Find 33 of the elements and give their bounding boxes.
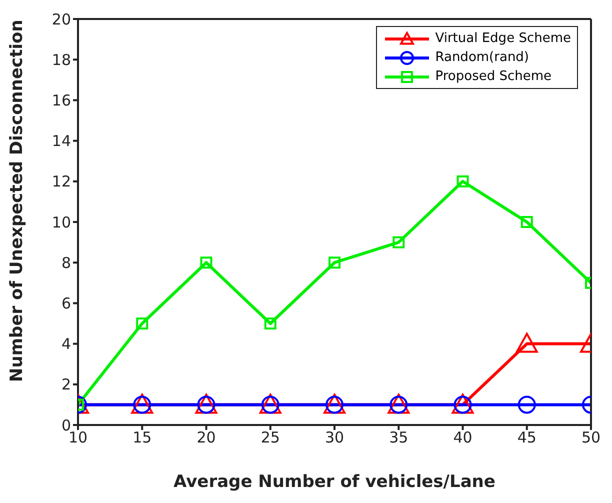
y-tick-label: 14 (52, 132, 71, 150)
x-tick-label: 50 (581, 428, 601, 447)
y-tick-label: 2 (61, 376, 71, 394)
legend-label: Random(rand) (435, 50, 530, 65)
point (392, 236, 405, 248)
point (516, 332, 538, 353)
point (200, 256, 212, 269)
y-tick-label: 0 (61, 416, 71, 434)
point (328, 256, 340, 269)
y-tick-label: 12 (52, 172, 71, 191)
y-tick-label: 4 (61, 335, 71, 354)
y-tick-label: 8 (61, 254, 71, 272)
point (518, 396, 536, 414)
y-tick-label: 16 (52, 92, 71, 110)
x-tick-label: 45 (517, 428, 536, 447)
legend-label: Virtual Edge Scheme (435, 31, 571, 46)
x-tick-label: 20 (196, 428, 216, 447)
x-tick-label: 40 (453, 428, 472, 447)
point (136, 318, 148, 330)
point (520, 216, 533, 228)
y-tick-label: 18 (52, 50, 71, 69)
point (264, 318, 276, 330)
x-axis-title: Average Number of vehicles/Lane (174, 472, 496, 492)
x-tick-label: 30 (324, 428, 344, 447)
x-tick-label: 35 (389, 428, 408, 447)
y-tick-label: 6 (61, 294, 71, 313)
y-tick-label: 20 (52, 10, 71, 28)
legend-label: Proposed Scheme (435, 69, 552, 84)
x-tick-label: 25 (260, 428, 280, 447)
y-axis-title: Number of Unexpected Disconnection (7, 20, 28, 382)
y-tick-label: 10 (52, 213, 71, 232)
x-tick-label: 15 (132, 428, 152, 447)
point (456, 175, 469, 188)
